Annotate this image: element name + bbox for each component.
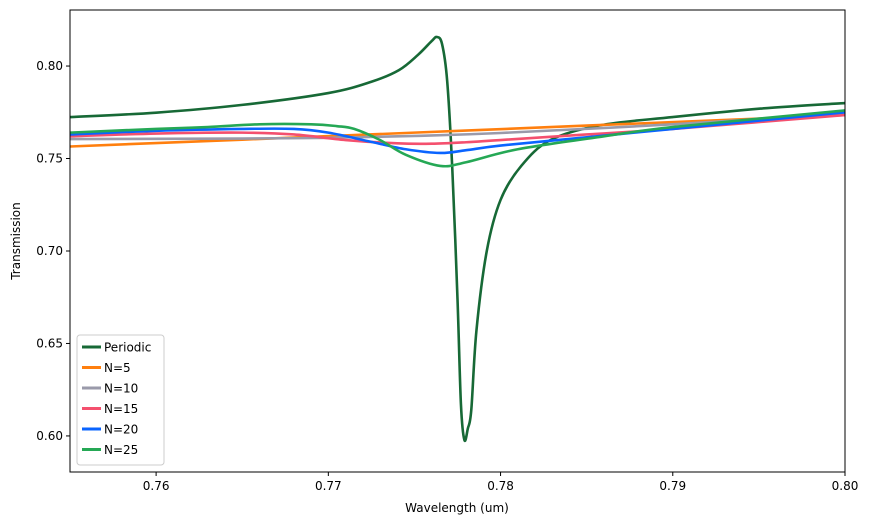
x-axis-label: Wavelength (um): [405, 501, 509, 515]
y-axis-label: Transmission: [9, 202, 23, 281]
x-tick-label: 0.78: [487, 479, 514, 493]
x-tick-label: 0.80: [832, 479, 859, 493]
y-tick-label: 0.60: [36, 429, 63, 443]
legend-label: N=5: [104, 361, 131, 375]
y-tick-label: 0.80: [36, 59, 63, 73]
series-line-n5: [70, 113, 845, 148]
series-line-n10: [70, 111, 845, 141]
plot-frame: [69, 9, 846, 473]
y-tick-label: 0.65: [36, 336, 63, 350]
x-tick-label: 0.76: [143, 479, 170, 493]
legend: Periodic N=5 N=10 N=15 N=20 N=25: [76, 334, 165, 466]
x-axis: 0.76 0.77 0.78 0.79 0.80: [143, 472, 859, 493]
y-tick-label: 0.70: [36, 244, 63, 258]
legend-label: N=15: [104, 402, 138, 416]
legend-label: N=10: [104, 382, 138, 396]
legend-label: N=25: [104, 443, 138, 457]
legend-label: Periodic: [104, 341, 151, 355]
x-tick-label: 0.79: [659, 479, 686, 493]
x-tick-label: 0.77: [315, 479, 342, 493]
series-lines: [70, 35, 845, 443]
legend-label: N=20: [104, 423, 138, 437]
y-axis: 0.60 0.65 0.70 0.75 0.80: [36, 59, 70, 443]
y-tick-label: 0.75: [36, 152, 63, 166]
series-line-periodic: [70, 35, 845, 443]
series-line-n25: [70, 109, 845, 168]
